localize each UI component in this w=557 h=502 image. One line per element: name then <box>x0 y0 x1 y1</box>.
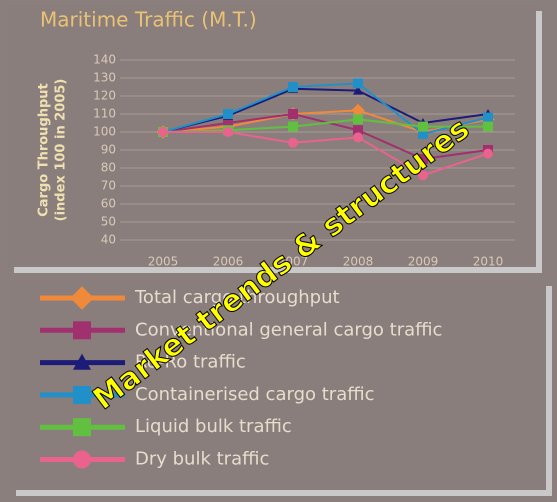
marker <box>70 286 94 310</box>
marker <box>288 109 298 119</box>
y-tick-label: 140 <box>93 53 116 67</box>
plot: 40 50 60 70 80 90 100 110 120 130 140 2005 2006 2007 2… <box>93 53 515 269</box>
x-tick-label: 2005 <box>148 255 179 269</box>
y-tick-label: 40 <box>101 233 116 247</box>
marker <box>353 85 363 95</box>
legend-label: Liquid bulk traffic <box>135 416 292 437</box>
x-tick-label: 2006 <box>213 255 244 269</box>
series-line <box>162 109 489 134</box>
y-label-line: Cargo Throughput <box>37 83 52 217</box>
marker <box>353 132 363 143</box>
x-tick-label: 2007 <box>278 255 309 269</box>
marker <box>158 127 168 137</box>
marker <box>418 170 428 181</box>
marker <box>418 121 428 132</box>
marker <box>483 112 493 123</box>
marker <box>288 82 298 92</box>
legend: Total cargo throughput Conventional gener… <box>40 286 442 470</box>
chart-title: Maritime Traffic (M.T.) <box>40 8 257 32</box>
legend-label: Conventional general cargo traffic <box>135 319 442 340</box>
marker <box>73 321 91 340</box>
legend-label: Total cargo throughput <box>134 287 340 308</box>
legend-label: Dry bulk traffic <box>135 449 269 470</box>
marker <box>288 137 298 148</box>
y-tick-label: 80 <box>101 161 116 175</box>
y-label-line: (index 100 in 2005) <box>54 79 69 222</box>
marker <box>483 121 493 132</box>
y-tick-label: 50 <box>101 215 116 229</box>
marker <box>288 121 298 132</box>
y-tick-label: 120 <box>93 89 116 103</box>
series-line <box>162 82 489 135</box>
marker <box>223 118 233 128</box>
y-tick-label: 60 <box>101 197 116 211</box>
y-tick-label: 130 <box>93 71 116 85</box>
marker <box>418 128 428 139</box>
marker <box>223 127 233 137</box>
x-tick-label: 2008 <box>343 255 374 269</box>
marker <box>73 385 91 404</box>
x-tick-label: 2009 <box>408 255 439 269</box>
y-tick-label: 110 <box>93 107 116 121</box>
legend-panel <box>10 280 546 490</box>
marker <box>418 154 428 164</box>
x-tick-label: 2010 <box>473 255 504 269</box>
legend-label: Containerised cargo traffic <box>135 384 375 405</box>
chart-panel <box>8 5 536 267</box>
marker <box>73 450 91 469</box>
series-line <box>162 87 489 133</box>
marker <box>483 148 493 159</box>
marker <box>353 125 363 136</box>
marker <box>223 109 233 119</box>
marker <box>351 103 365 117</box>
marker <box>73 353 91 370</box>
legend-label: Ro-Ro traffic <box>135 352 246 373</box>
y-tick-label: 70 <box>101 179 116 193</box>
y-tick-label: 90 <box>101 143 116 157</box>
y-tick-label: 100 <box>93 125 116 139</box>
marker <box>353 78 363 89</box>
marker <box>73 418 91 437</box>
series-line <box>163 131 489 177</box>
y-axis-label: Cargo Throughput (index 100 in 2005) <box>37 79 69 222</box>
marker <box>353 114 363 125</box>
series-line <box>162 118 488 133</box>
